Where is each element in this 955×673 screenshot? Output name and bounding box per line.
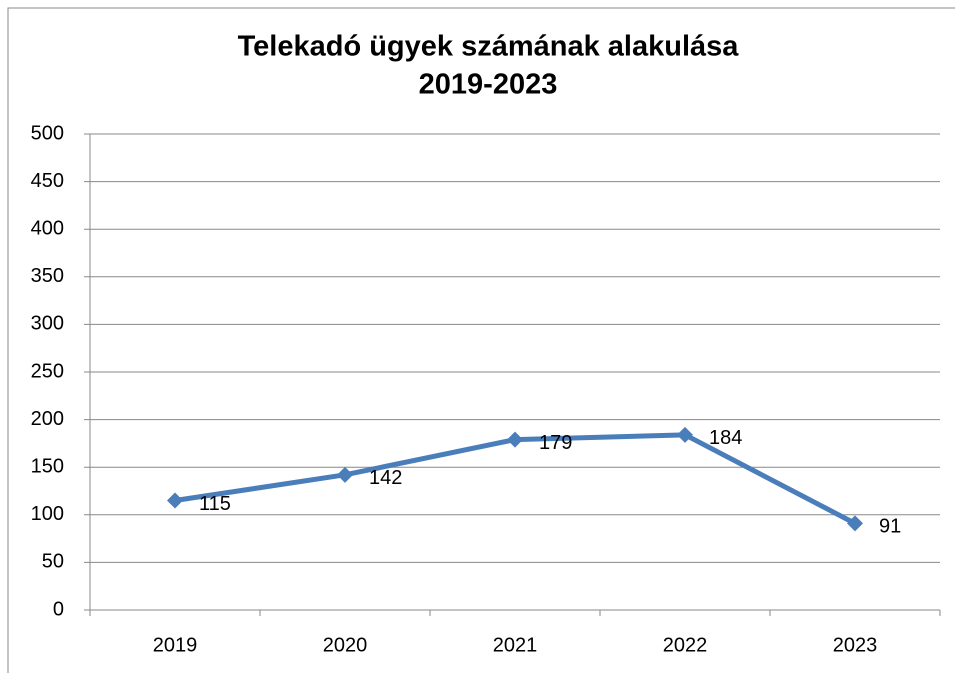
y-tick-label: 100 [31,503,64,525]
y-tick-label: 150 [31,455,64,477]
data-label: 91 [879,516,901,538]
x-tick-label: 2019 [153,634,198,656]
x-tick-label: 2020 [323,634,368,656]
marker [677,426,693,443]
y-tick-label: 500 [31,122,64,144]
y-tick-label: 200 [31,408,64,430]
x-tick-label: 2022 [663,634,708,656]
chart-title: Telekadó ügyek számának alakulása [238,31,740,63]
y-tick-label: 50 [42,551,64,573]
data-label: 142 [369,467,402,489]
x-tick-label: 2023 [833,634,878,656]
x-tick-label: 2021 [493,634,538,656]
chart-subtitle: 2019-2023 [419,69,558,101]
y-tick-label: 400 [31,217,64,239]
marker [507,431,523,448]
chart-frame [7,7,955,673]
data-label: 115 [199,493,231,515]
y-tick-label: 300 [31,313,64,335]
marker [337,466,353,483]
data-label: 184 [709,427,742,449]
marker [167,492,183,509]
y-tick-label: 450 [31,170,64,192]
y-tick-label: 0 [53,598,64,620]
y-tick-label: 350 [31,265,64,287]
y-tick-label: 250 [31,360,64,382]
data-label: 179 [539,432,572,454]
marker [847,515,863,532]
line-series [174,432,857,526]
